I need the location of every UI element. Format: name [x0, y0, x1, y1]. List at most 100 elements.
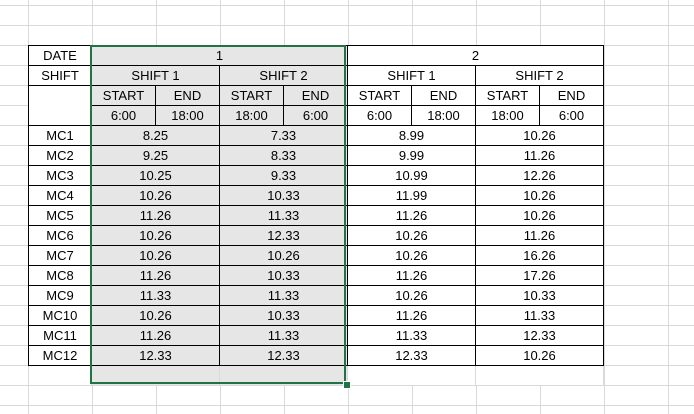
time-cell[interactable]: 6:00	[283, 105, 348, 126]
day-1-shift-2-value[interactable]: 10.33	[219, 185, 348, 206]
day-2-shift-1-value[interactable]: 10.26	[347, 225, 476, 246]
table-row: MC3 10.25 9.33 10.99 12.26	[28, 165, 604, 186]
day-2-shift-2-value[interactable]: 10.26	[475, 205, 604, 226]
machine-label-cell[interactable]: MC8	[28, 265, 92, 286]
day-2-shift-1-value[interactable]: 11.26	[347, 205, 476, 226]
time-cell[interactable]: 6:00	[347, 105, 412, 126]
table-row: MC9 11.33 11.33 10.26 10.33	[28, 285, 604, 306]
day-2-shift-1-value[interactable]: 10.26	[347, 245, 476, 266]
day-2-shift-1-value[interactable]: 12.33	[347, 345, 476, 366]
time-cell[interactable]: 6:00	[91, 105, 156, 126]
day-1-shift-2-value[interactable]: 10.33	[219, 265, 348, 286]
day-2-shift-2-value[interactable]: 10.26	[475, 125, 604, 146]
day-1-shift-2-value[interactable]: 10.26	[219, 245, 348, 266]
day-1-header-cell[interactable]: 1	[91, 45, 348, 66]
day-1-shift-2-value[interactable]: 8.33	[219, 145, 348, 166]
day-2-shift-2-value[interactable]: 12.26	[475, 165, 604, 186]
day-1-shift-1-value[interactable]: 11.26	[91, 325, 220, 346]
day-1-shift-2-header[interactable]: SHIFT 2	[219, 65, 348, 86]
day-2-shift-2-value[interactable]: 17.26	[475, 265, 604, 286]
start-header-cell[interactable]: START	[219, 85, 284, 106]
day-2-shift-2-value[interactable]: 11.26	[475, 145, 604, 166]
day-1-shift-2-value[interactable]: 7.33	[219, 125, 348, 146]
end-header-cell[interactable]: END	[539, 85, 604, 106]
day-1-shift-2-value[interactable]: 11.33	[219, 285, 348, 306]
day-1-shift-1-value[interactable]: 10.25	[91, 165, 220, 186]
empty-cell[interactable]	[347, 365, 476, 386]
table-row: MC2 9.25 8.33 9.99 11.26	[28, 145, 604, 166]
day-2-shift-2-value[interactable]: 11.33	[475, 305, 604, 326]
end-header-cell[interactable]: END	[155, 85, 220, 106]
day-1-shift-1-value[interactable]: 8.25	[91, 125, 220, 146]
day-1-shift-2-value[interactable]: 11.33	[219, 325, 348, 346]
machine-label-cell[interactable]: MC7	[28, 245, 92, 266]
start-header-cell[interactable]: START	[91, 85, 156, 106]
day-1-shift-1-header[interactable]: SHIFT 1	[91, 65, 220, 86]
machine-label-cell[interactable]: MC12	[28, 345, 92, 366]
day-2-shift-1-value[interactable]: 11.26	[347, 265, 476, 286]
time-cell[interactable]: 18:00	[219, 105, 284, 126]
day-2-shift-1-value[interactable]: 8.99	[347, 125, 476, 146]
end-header-cell[interactable]: END	[283, 85, 348, 106]
table-row: MC5 11.26 11.33 11.26 10.26	[28, 205, 604, 226]
empty-cell[interactable]	[28, 365, 92, 386]
day-1-shift-2-value[interactable]: 12.33	[219, 345, 348, 366]
shift-label-cell[interactable]: SHIFT	[28, 65, 92, 86]
empty-cell[interactable]	[219, 365, 348, 386]
day-2-shift-2-value[interactable]: 16.26	[475, 245, 604, 266]
day-1-shift-1-value[interactable]: 10.26	[91, 185, 220, 206]
table-row: MC11 11.26 11.33 11.33 12.33	[28, 325, 604, 346]
day-2-shift-1-value[interactable]: 9.99	[347, 145, 476, 166]
start-header-cell[interactable]: START	[475, 85, 540, 106]
machine-label-cell[interactable]: MC4	[28, 185, 92, 206]
machine-label-cell[interactable]: MC6	[28, 225, 92, 246]
end-header-cell[interactable]: END	[411, 85, 476, 106]
day-2-shift-1-value[interactable]: 10.26	[347, 285, 476, 306]
empty-cell[interactable]	[475, 365, 604, 386]
day-1-shift-2-value[interactable]: 9.33	[219, 165, 348, 186]
day-1-shift-1-value[interactable]: 10.26	[91, 225, 220, 246]
day-2-shift-2-value[interactable]: 10.33	[475, 285, 604, 306]
day-1-shift-1-value[interactable]: 10.26	[91, 305, 220, 326]
day-1-shift-2-value[interactable]: 11.33	[219, 205, 348, 226]
day-1-shift-2-value[interactable]: 12.33	[219, 225, 348, 246]
day-1-shift-1-value[interactable]: 10.26	[91, 245, 220, 266]
time-cell[interactable]: 6:00	[539, 105, 604, 126]
day-2-shift-1-header[interactable]: SHIFT 1	[347, 65, 476, 86]
time-cell[interactable]: 18:00	[411, 105, 476, 126]
day-2-shift-2-value[interactable]: 12.33	[475, 325, 604, 346]
table-row: MC8 11.26 10.33 11.26 17.26	[28, 265, 604, 286]
day-2-shift-1-value[interactable]: 11.99	[347, 185, 476, 206]
day-1-shift-2-value[interactable]: 10.33	[219, 305, 348, 326]
day-2-shift-2-value[interactable]: 11.26	[475, 225, 604, 246]
table-row: MC1 8.25 7.33 8.99 10.26	[28, 125, 604, 146]
fill-handle[interactable]	[343, 381, 351, 389]
machine-label-cell[interactable]: MC5	[28, 205, 92, 226]
table-row: MC4 10.26 10.33 11.99 10.26	[28, 185, 604, 206]
day-2-shift-2-value[interactable]: 10.26	[475, 185, 604, 206]
machine-label-cell[interactable]: MC1	[28, 125, 92, 146]
date-label-cell[interactable]: DATE	[28, 45, 92, 66]
empty-label-cell[interactable]	[28, 85, 92, 126]
spreadsheet-table[interactable]: DATE 1 2 SHIFT SHIFT 1 SHIFT 2 SHIFT 1 S…	[28, 45, 604, 386]
machine-label-cell[interactable]: MC3	[28, 165, 92, 186]
day-1-shift-1-value[interactable]: 11.33	[91, 285, 220, 306]
machine-label-cell[interactable]: MC11	[28, 325, 92, 346]
machine-label-cell[interactable]: MC9	[28, 285, 92, 306]
day-2-header-cell[interactable]: 2	[347, 45, 604, 66]
day-1-shift-1-value[interactable]: 9.25	[91, 145, 220, 166]
day-2-shift-2-header[interactable]: SHIFT 2	[475, 65, 604, 86]
day-2-shift-2-value[interactable]: 10.26	[475, 345, 604, 366]
day-1-shift-1-value[interactable]: 11.26	[91, 205, 220, 226]
empty-cell[interactable]	[91, 365, 220, 386]
day-1-shift-1-value[interactable]: 12.33	[91, 345, 220, 366]
start-header-cell[interactable]: START	[347, 85, 412, 106]
time-cell[interactable]: 18:00	[155, 105, 220, 126]
time-cell[interactable]: 18:00	[475, 105, 540, 126]
day-1-shift-1-value[interactable]: 11.26	[91, 265, 220, 286]
day-2-shift-1-value[interactable]: 10.99	[347, 165, 476, 186]
day-2-shift-1-value[interactable]: 11.26	[347, 305, 476, 326]
day-2-shift-1-value[interactable]: 11.33	[347, 325, 476, 346]
machine-label-cell[interactable]: MC10	[28, 305, 92, 326]
machine-label-cell[interactable]: MC2	[28, 145, 92, 166]
